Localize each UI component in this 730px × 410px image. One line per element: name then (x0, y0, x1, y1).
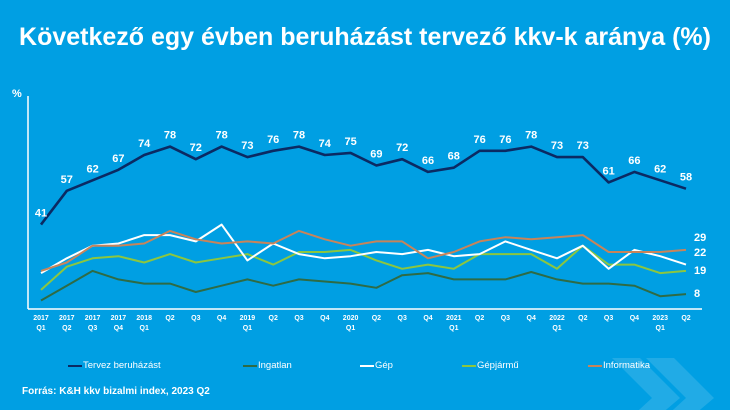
x-tick-label: 2023 (652, 315, 668, 322)
data-label: 74 (319, 138, 332, 150)
chevron-icon (646, 358, 714, 410)
data-label: 68 (448, 151, 460, 163)
x-tick-label: Q2 (372, 315, 381, 322)
data-label: 57 (61, 174, 73, 186)
x-tick-label: 2022 (549, 315, 565, 322)
data-label: 78 (293, 130, 305, 142)
legend-swatch (243, 364, 257, 367)
x-tick-label: Q1 (656, 325, 665, 332)
end-label-3: 19 (694, 265, 706, 277)
x-tick-label: 2017 (85, 315, 101, 322)
x-tick-label: 2018 (136, 315, 152, 322)
data-label: 74 (138, 138, 151, 150)
legend-label: Informatika (603, 360, 650, 371)
x-tick-label: Q3 (88, 325, 97, 332)
data-label: 72 (190, 142, 202, 154)
data-label: 72 (396, 142, 408, 154)
end-label-1: 8 (694, 288, 700, 300)
legend-item: Ingatlan (243, 360, 292, 371)
x-tick-label: Q1 (243, 325, 252, 332)
data-label: 66 (422, 155, 434, 167)
data-label: 75 (344, 136, 356, 148)
legend-item: Gép (360, 360, 393, 371)
x-tick-label: 2021 (446, 315, 462, 322)
x-tick-label: Q4 (527, 315, 536, 322)
data-label: 78 (164, 130, 176, 142)
x-tick-label: Q2 (681, 315, 690, 322)
series-line-ingatlan (40, 269, 687, 302)
series-line-tervez-beruházást (39, 145, 687, 226)
data-label: 66 (628, 155, 640, 167)
legend-item: Gépjármű (462, 360, 519, 371)
x-tick-label: Q1 (36, 325, 45, 332)
x-tick-label: 2017 (33, 315, 49, 322)
x-tick-label: Q3 (398, 315, 407, 322)
end-label-2: 22 (694, 247, 706, 259)
x-tick-label: Q3 (191, 315, 200, 322)
legend-label: Ingatlan (258, 360, 292, 371)
legend-swatch (462, 364, 476, 367)
data-label: 67 (112, 153, 124, 165)
x-tick-label: Q2 (475, 315, 484, 322)
x-tick-label: Q4 (320, 315, 329, 322)
data-label: 76 (499, 134, 511, 146)
data-label: 73 (241, 140, 253, 152)
data-label: 78 (525, 130, 537, 142)
x-tick-label: Q3 (501, 315, 510, 322)
series-line-informatika (40, 229, 687, 272)
legend: Tervez beruházást Ingatlan Gép Gépjármű Info… (0, 360, 730, 376)
data-label: 62 (86, 163, 98, 175)
x-tick-label: Q4 (423, 315, 432, 322)
x-tick-label: Q2 (269, 315, 278, 322)
source-note: Forrás: K&H kkv bizalmi index, 2023 Q2 (22, 386, 210, 397)
data-label: 62 (654, 163, 666, 175)
legend-item: Informatika (588, 360, 650, 371)
end-label-4: 29 (694, 232, 706, 244)
x-tick-label: Q1 (449, 325, 458, 332)
data-label: 76 (473, 134, 485, 146)
x-tick-label: Q1 (140, 325, 149, 332)
data-label: 61 (602, 165, 614, 177)
series-line-gépjármű (40, 244, 687, 291)
legend-label: Gép (375, 360, 393, 371)
x-tick-label: Q4 (217, 315, 226, 322)
x-tick-label: Q3 (604, 315, 613, 322)
legend-swatch (68, 364, 82, 367)
x-tick-label: Q1 (346, 325, 355, 332)
x-tick-label: Q2 (62, 325, 71, 332)
x-tick-label: Q4 (630, 315, 639, 322)
chart-title: Következő egy évben beruházást tervező k… (19, 23, 711, 51)
legend-swatch (588, 364, 602, 367)
data-label: 76 (267, 134, 279, 146)
x-tick-label: 2017 (111, 315, 127, 322)
data-label: 78 (215, 130, 227, 142)
data-label: 58 (680, 172, 692, 184)
x-tick-label: Q2 (578, 315, 587, 322)
x-tick-label: Q2 (165, 315, 174, 322)
x-tick-label: 2020 (343, 315, 359, 322)
x-tick-label: Q1 (552, 325, 561, 332)
legend-item: Tervez beruházást (68, 360, 161, 371)
y-axis-unit-label: % (12, 88, 22, 100)
x-tick-label: 2017 (59, 315, 75, 322)
legend-label: Tervez beruházást (83, 360, 161, 371)
data-label: 41 (35, 208, 47, 220)
decorative-chevrons (612, 358, 714, 410)
x-tick-label: Q3 (294, 315, 303, 322)
data-label: 73 (551, 140, 563, 152)
x-tick-label: Q4 (114, 325, 123, 332)
legend-swatch (360, 364, 374, 367)
data-label: 73 (577, 140, 589, 152)
legend-label: Gépjármű (477, 360, 519, 371)
data-label: 69 (370, 149, 382, 161)
series-line-gép (40, 223, 687, 274)
chevron-icon (612, 358, 680, 410)
x-tick-label: 2019 (240, 315, 256, 322)
